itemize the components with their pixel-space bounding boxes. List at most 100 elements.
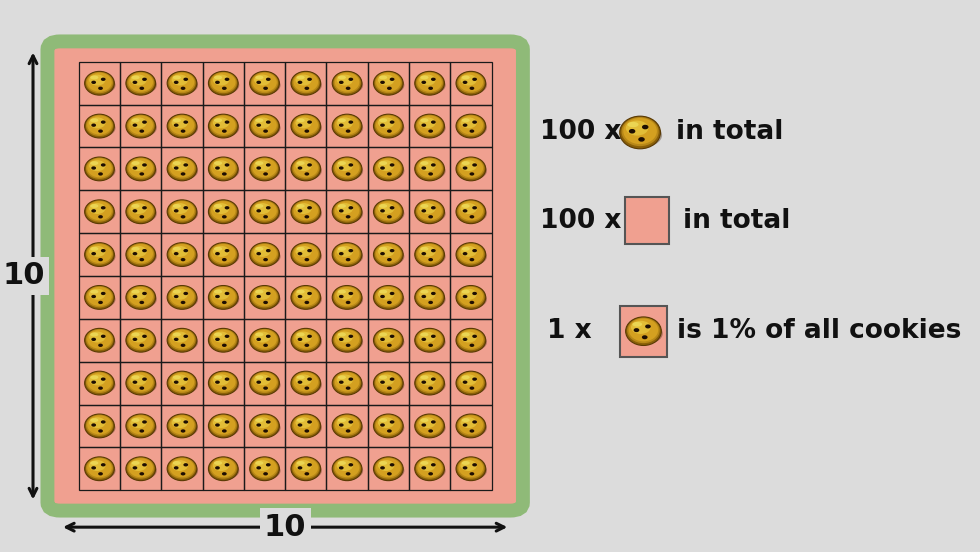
- Ellipse shape: [209, 328, 238, 352]
- Ellipse shape: [86, 286, 113, 307]
- Ellipse shape: [469, 386, 474, 390]
- Ellipse shape: [462, 76, 469, 79]
- Text: in total: in total: [682, 208, 790, 234]
- Ellipse shape: [86, 376, 116, 394]
- Ellipse shape: [462, 332, 469, 336]
- Ellipse shape: [169, 115, 196, 136]
- Ellipse shape: [221, 258, 226, 261]
- Ellipse shape: [86, 247, 116, 266]
- Ellipse shape: [416, 290, 446, 309]
- Ellipse shape: [251, 290, 280, 309]
- Bar: [162, 105, 203, 147]
- Ellipse shape: [257, 380, 261, 384]
- Ellipse shape: [415, 71, 445, 95]
- Ellipse shape: [139, 343, 144, 347]
- Ellipse shape: [215, 380, 220, 384]
- Ellipse shape: [374, 72, 402, 93]
- Ellipse shape: [221, 472, 226, 475]
- Ellipse shape: [252, 458, 276, 477]
- Ellipse shape: [142, 335, 147, 338]
- Ellipse shape: [173, 252, 178, 256]
- Ellipse shape: [90, 118, 98, 122]
- Ellipse shape: [294, 158, 318, 177]
- Ellipse shape: [86, 115, 113, 136]
- Ellipse shape: [132, 81, 137, 84]
- Ellipse shape: [214, 76, 222, 79]
- Ellipse shape: [250, 414, 279, 438]
- Ellipse shape: [419, 417, 435, 428]
- Ellipse shape: [387, 472, 392, 475]
- Ellipse shape: [378, 374, 394, 385]
- Ellipse shape: [463, 124, 467, 127]
- Ellipse shape: [90, 290, 98, 294]
- Ellipse shape: [224, 335, 229, 338]
- Ellipse shape: [421, 466, 426, 470]
- Ellipse shape: [254, 417, 270, 428]
- Ellipse shape: [339, 124, 344, 127]
- Bar: [409, 147, 450, 190]
- Ellipse shape: [294, 73, 318, 92]
- Ellipse shape: [172, 290, 181, 294]
- Ellipse shape: [390, 463, 395, 466]
- Bar: [78, 233, 121, 276]
- Ellipse shape: [210, 376, 239, 394]
- Ellipse shape: [264, 215, 268, 219]
- Ellipse shape: [458, 376, 487, 394]
- Ellipse shape: [415, 371, 445, 395]
- Ellipse shape: [86, 333, 116, 351]
- Ellipse shape: [378, 332, 394, 342]
- Ellipse shape: [252, 201, 276, 220]
- Ellipse shape: [463, 295, 467, 298]
- Ellipse shape: [251, 200, 278, 222]
- Ellipse shape: [463, 338, 467, 341]
- Ellipse shape: [98, 429, 103, 433]
- Bar: [450, 405, 492, 447]
- Ellipse shape: [255, 118, 264, 122]
- Ellipse shape: [86, 158, 113, 179]
- Ellipse shape: [87, 73, 112, 92]
- Ellipse shape: [125, 114, 156, 138]
- Ellipse shape: [459, 73, 483, 92]
- Ellipse shape: [251, 372, 278, 393]
- Ellipse shape: [84, 328, 115, 352]
- Ellipse shape: [251, 158, 278, 179]
- Ellipse shape: [415, 457, 445, 481]
- Ellipse shape: [458, 419, 487, 437]
- Ellipse shape: [333, 461, 364, 480]
- Ellipse shape: [379, 332, 387, 336]
- Bar: [326, 362, 368, 405]
- Bar: [78, 319, 121, 362]
- Ellipse shape: [390, 420, 395, 423]
- Ellipse shape: [89, 118, 106, 128]
- Ellipse shape: [214, 332, 222, 336]
- Ellipse shape: [131, 161, 139, 165]
- Ellipse shape: [214, 247, 222, 251]
- Ellipse shape: [373, 414, 403, 438]
- Bar: [326, 319, 368, 362]
- Bar: [326, 105, 368, 147]
- Ellipse shape: [307, 120, 312, 124]
- Ellipse shape: [264, 386, 268, 390]
- Ellipse shape: [390, 78, 395, 81]
- Ellipse shape: [172, 247, 181, 251]
- Ellipse shape: [335, 287, 360, 306]
- Ellipse shape: [257, 295, 261, 298]
- Ellipse shape: [337, 460, 353, 471]
- Ellipse shape: [379, 76, 387, 79]
- Bar: [121, 362, 162, 405]
- Ellipse shape: [84, 243, 115, 267]
- Ellipse shape: [346, 429, 351, 433]
- Ellipse shape: [214, 418, 222, 422]
- Ellipse shape: [183, 78, 188, 81]
- Ellipse shape: [378, 160, 394, 171]
- Ellipse shape: [421, 124, 426, 127]
- Ellipse shape: [379, 118, 387, 122]
- Ellipse shape: [428, 215, 433, 219]
- Bar: [121, 147, 162, 190]
- Ellipse shape: [623, 118, 657, 144]
- Ellipse shape: [339, 81, 344, 84]
- Ellipse shape: [89, 246, 106, 257]
- Bar: [162, 447, 203, 490]
- Ellipse shape: [346, 386, 351, 390]
- Ellipse shape: [335, 158, 360, 177]
